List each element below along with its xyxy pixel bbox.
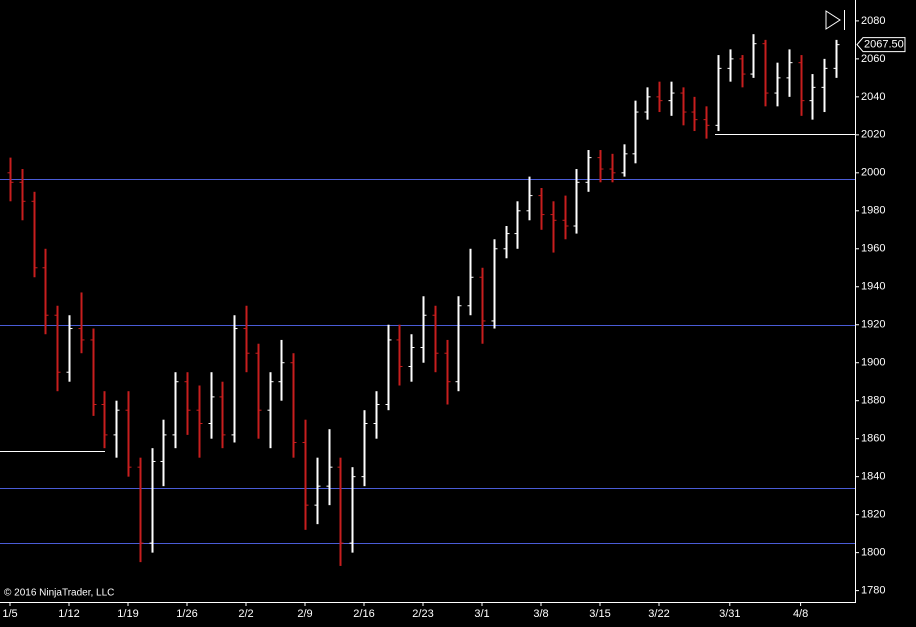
y-tick-label: 1820 [861, 509, 885, 521]
x-tick-label: 4/8 [793, 608, 808, 620]
y-tick-label: 1980 [861, 205, 885, 217]
x-tick-label: 1/26 [176, 608, 197, 620]
y-tick-label: 2020 [861, 129, 885, 141]
x-tick-label: 2/23 [412, 608, 433, 620]
y-tick-label: 1860 [861, 433, 885, 445]
x-tick-label: 2/16 [353, 608, 374, 620]
y-tick-label: 1900 [861, 357, 885, 369]
y-tick-label: 1840 [861, 471, 885, 483]
x-tick-label: 3/22 [648, 608, 669, 620]
x-tick-label: 1/12 [58, 608, 79, 620]
y-tick-label: 1800 [861, 547, 885, 559]
x-tick-label: 3/8 [533, 608, 548, 620]
last-price-box [856, 37, 906, 53]
x-tick-label: 3/31 [719, 608, 740, 620]
y-tick-label: 2000 [861, 167, 885, 179]
scroll-end-button[interactable] [825, 10, 845, 30]
y-tick-label: 1920 [861, 319, 885, 331]
x-tick-label: 3/1 [474, 608, 489, 620]
x-tick-label: 2/9 [297, 608, 312, 620]
copyright: © 2016 NinjaTrader, LLC [4, 588, 114, 599]
x-tick-label: 1/19 [117, 608, 138, 620]
y-tick-label: 2060 [861, 53, 885, 65]
x-tick-label: 2/2 [238, 608, 253, 620]
y-tick-label: 2040 [861, 91, 885, 103]
y-tick-label: 1780 [861, 585, 885, 597]
x-tick-label: 3/15 [589, 608, 610, 620]
last-price-label: 2067.50 [864, 39, 904, 51]
x-tick-label: 1/5 [2, 608, 17, 620]
y-tick-label: 1960 [861, 243, 885, 255]
play-icon[interactable] [825, 10, 841, 30]
y-tick-label: 1880 [861, 395, 885, 407]
y-tick-label: 1940 [861, 281, 885, 293]
y-tick-label: 2080 [861, 15, 885, 27]
